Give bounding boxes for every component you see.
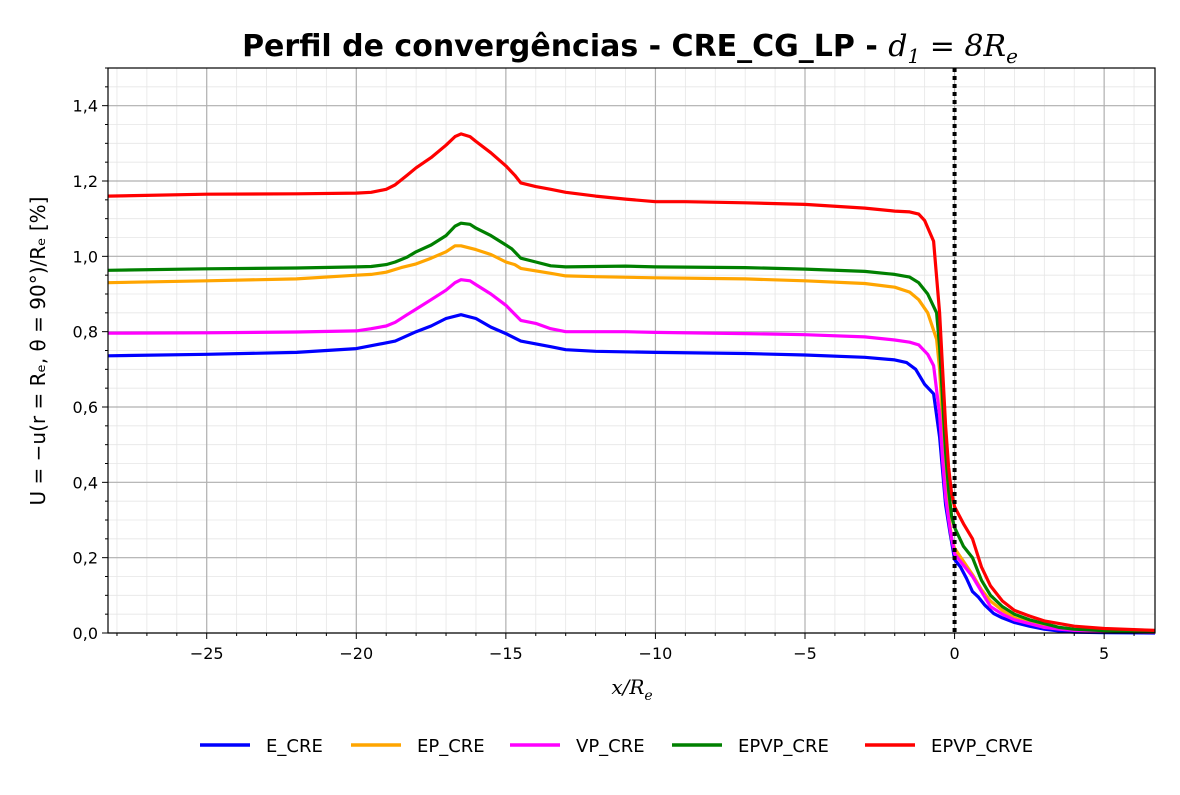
x-tick-label: −20 [339, 644, 373, 663]
series-line-epvp_crve [107, 132, 1156, 632]
x-tick-label: 0 [949, 644, 959, 663]
chart-title-math-rest-sub: e [1006, 44, 1018, 68]
series-layer [107, 132, 1156, 635]
legend-label-ep_cre: EP_CRE [417, 736, 485, 757]
y-tick-label: 1,4 [73, 97, 98, 116]
series-line-ep_cre [107, 244, 1156, 634]
legend-label-epvp_cre: EPVP_CRE [738, 736, 829, 757]
y-tick-label: 0,6 [73, 398, 98, 417]
x-tick-label: −5 [793, 644, 817, 663]
y-axis-ticks: 0,0 0,2 0,4 0,6 0,8 1,0 1,2 1,4 [73, 67, 108, 643]
chart-title-math-rest: = 8R [920, 29, 1006, 64]
x-axis-label-sub: e [644, 688, 652, 704]
chart-title-bold: Perfil de convergências - CRE_CG_LP - [242, 29, 888, 64]
legend-label-epvp_crve: EPVP_CRVE [931, 736, 1033, 757]
y-tick-label: 1,0 [73, 247, 98, 266]
y-tick-label: 0,0 [73, 624, 98, 643]
x-axis-ticks: −25 −20 −15 −10 −5 0 5 [116, 633, 1135, 663]
series-line-e_cre [107, 313, 1156, 635]
series-line-vp_cre [107, 278, 1156, 634]
x-tick-label: 5 [1099, 644, 1109, 663]
chart-title-math-sub: 1 [907, 44, 920, 68]
legend-label-vp_cre: VP_CRE [576, 736, 645, 757]
y-tick-label: 0,8 [73, 323, 98, 342]
series-line-epvp_cre [107, 221, 1156, 634]
y-tick-label: 0,4 [73, 473, 98, 492]
legend: E_CRE EP_CRE VP_CRE EPVP_CRE EPVP_CRVE [200, 736, 1033, 757]
chart-title: Perfil de convergências - CRE_CG_LP - d1… [242, 29, 1018, 68]
legend-label-e_cre: E_CRE [266, 736, 323, 757]
x-axis-label: x/Re [611, 675, 652, 704]
y-tick-label: 0,2 [73, 549, 98, 568]
y-tick-label: 1,2 [73, 172, 98, 191]
y-axis-label: U = −u(r = Rₑ, θ = 90°)/Rₑ [%] [26, 197, 50, 506]
x-tick-label: −25 [190, 644, 224, 663]
x-tick-label: −10 [639, 644, 673, 663]
x-axis-label-var: x/R [611, 675, 644, 699]
x-tick-label: −15 [489, 644, 523, 663]
chart-title-math-var: d [888, 29, 907, 64]
